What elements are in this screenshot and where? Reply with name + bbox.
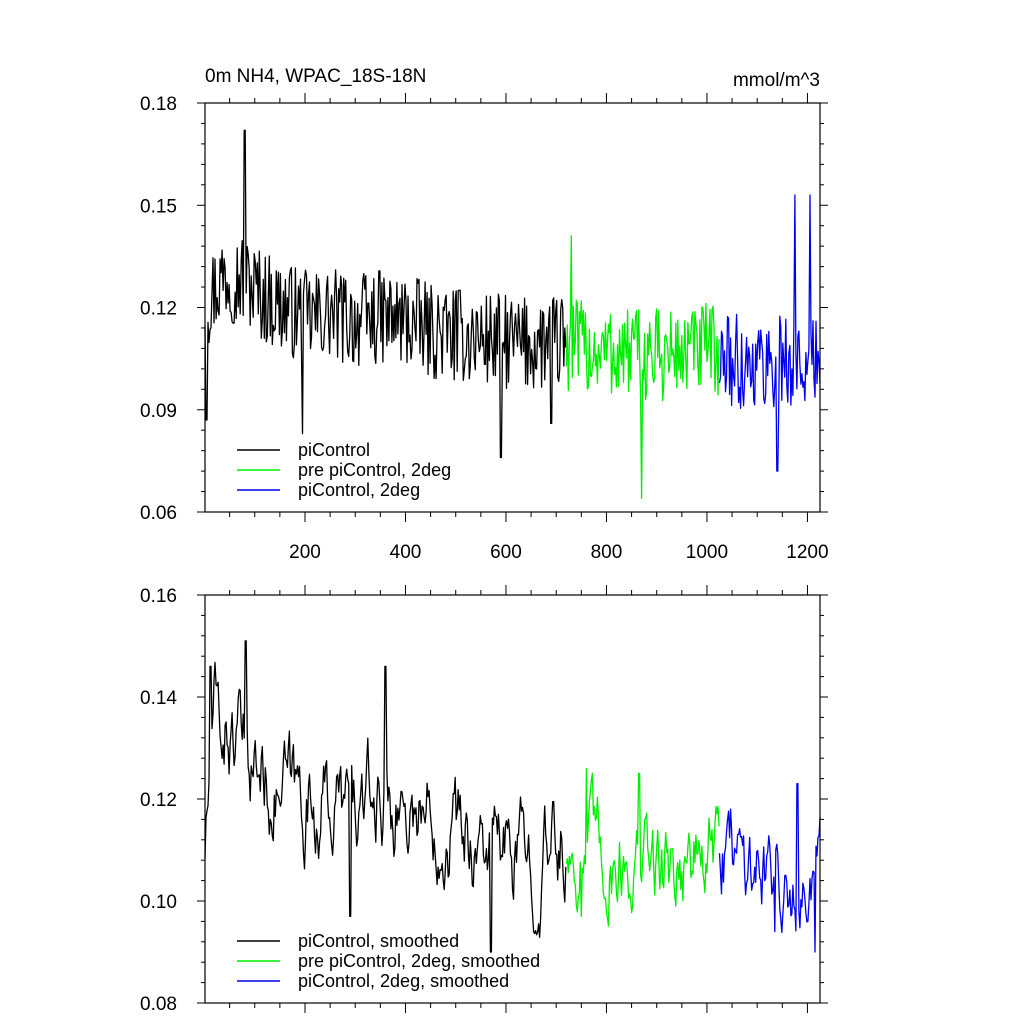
legend-label: piControl, 2deg, smoothed (298, 971, 509, 991)
series-line-2 (565, 235, 720, 500)
y-tick-label: 0.16 (140, 586, 177, 607)
y-tick-label: 0.12 (140, 790, 177, 811)
legend-label: piControl, smoothed (298, 931, 459, 951)
y-tick-label: 0.14 (140, 688, 177, 709)
y-tick-label: 0.09 (140, 401, 177, 422)
series-line-1 (204, 640, 567, 953)
series-line-1 (204, 129, 567, 459)
y-tick-label: 0.06 (140, 503, 177, 524)
top-panel: 0m NH4, WPAC_18S-18N mmol/m^3 0.06 0.09 0.… (140, 66, 829, 563)
x-tick-label: 1000 (686, 542, 728, 563)
x-tick-label: 600 (490, 542, 522, 563)
y-tick-label: 0.15 (140, 196, 177, 217)
units-label: mmol/m^3 (733, 70, 820, 91)
x-tick-label: 800 (591, 542, 623, 563)
legend-label: piControl, 2deg (298, 480, 420, 500)
y-tick-label: 0.10 (140, 892, 177, 913)
y-tick-label: 0.08 (140, 994, 177, 1015)
legend-label: pre piControl, 2deg (298, 460, 451, 480)
panel-title: 0m NH4, WPAC_18S-18N (205, 66, 426, 87)
series-line-3 (718, 783, 821, 953)
x-tick-label: 200 (289, 542, 321, 563)
legend-label: pre piControl, 2deg, smoothed (298, 951, 540, 971)
x-tick-label: 400 (390, 542, 422, 563)
series-line-2 (565, 767, 720, 927)
series-line-3 (718, 194, 821, 472)
legend-label: piControl (298, 440, 370, 460)
x-tick-label: 1200 (786, 542, 828, 563)
y-tick-label: 0.12 (140, 299, 177, 320)
y-tick-label: 0.18 (140, 94, 177, 115)
